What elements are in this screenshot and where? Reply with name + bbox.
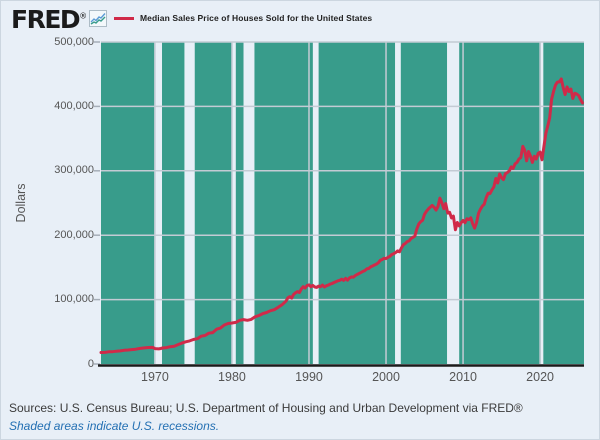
y-tick-label: 100,000 xyxy=(54,293,94,306)
recession-band xyxy=(231,42,236,364)
recession-note-link[interactable]: Shaded areas indicate U.S. recessions. xyxy=(9,419,220,433)
chart-footer: Sources: U.S. Census Bureau; U.S. Depart… xyxy=(9,400,597,435)
recession-band xyxy=(184,42,195,364)
plot-background xyxy=(101,42,584,364)
x-tick-label: 1970 xyxy=(141,370,169,384)
y-tick-label: 400,000 xyxy=(54,99,94,112)
recession-band xyxy=(243,42,255,364)
x-tick-label: 1980 xyxy=(218,370,246,384)
recession-band xyxy=(312,42,319,364)
recession-band xyxy=(540,42,544,364)
x-tick-label: 2020 xyxy=(526,370,554,384)
x-tick-label: 1990 xyxy=(295,370,323,384)
y-tick-label: 500,000 xyxy=(54,35,94,48)
data-line xyxy=(99,77,584,354)
chart-legend: Median Sales Price of Houses Sold for th… xyxy=(114,13,372,23)
recession-band xyxy=(154,42,163,364)
fred-logo[interactable]: FRED® xyxy=(11,5,87,34)
sources-text: Sources: U.S. Census Bureau; U.S. Depart… xyxy=(9,401,523,415)
chart-header: FRED® Median Sales Price of Houses Sold … xyxy=(1,1,599,41)
y-tick-label: 300,000 xyxy=(54,164,94,177)
recession-band xyxy=(395,42,401,364)
registered-mark: ® xyxy=(79,11,88,21)
y-tick-label: 200,000 xyxy=(54,228,94,241)
fred-sparkline-icon xyxy=(89,10,107,27)
legend-label: Median Sales Price of Houses Sold for th… xyxy=(140,13,373,23)
legend-line-swatch xyxy=(114,16,134,20)
fred-logo-text: FRED xyxy=(11,5,81,34)
recession-band xyxy=(447,42,460,364)
y-tick-label: 0 xyxy=(87,357,94,370)
x-tick-label: 2000 xyxy=(372,370,400,384)
x-tick-label: 2010 xyxy=(449,370,477,384)
